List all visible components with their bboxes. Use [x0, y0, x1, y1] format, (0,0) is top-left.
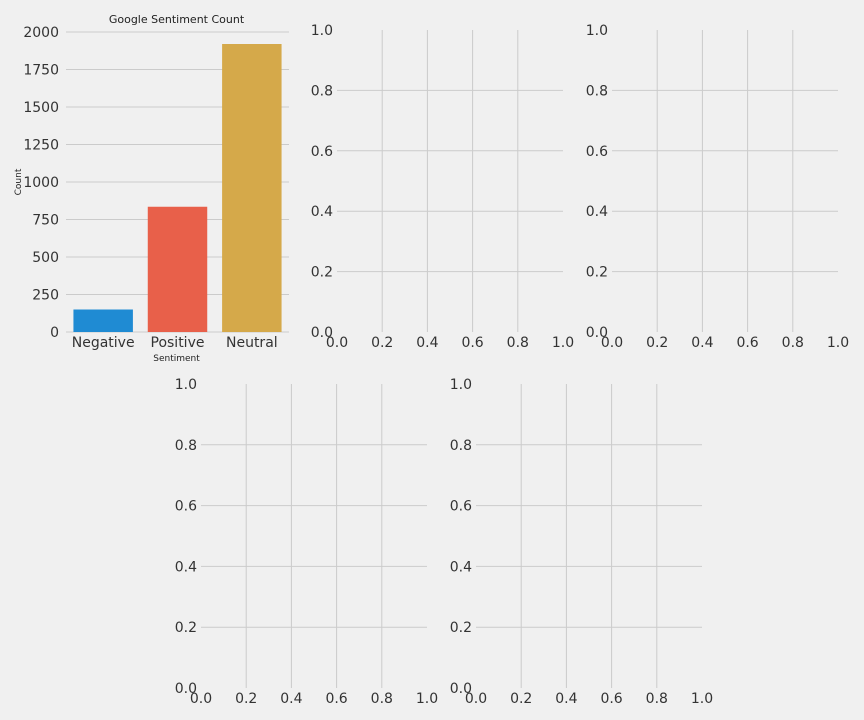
y-tick-label: 1500: [23, 100, 59, 116]
x-tick-label: 0.6: [736, 335, 758, 351]
bar-positive: [147, 206, 208, 332]
x-tick-label: 0.6: [461, 335, 483, 351]
x-tick-label: 0.0: [601, 335, 623, 351]
x-axis-label: Sentiment: [153, 354, 200, 364]
y-tick-label: 1.0: [450, 377, 472, 393]
y-tick-label: 1750: [23, 63, 59, 79]
x-tick-label: 0.4: [691, 335, 713, 351]
y-tick-label: 0.8: [175, 438, 197, 454]
y-tick-label: 750: [32, 213, 59, 229]
y-tick-label: 0.6: [175, 499, 197, 515]
x-tick-label: 0.6: [325, 691, 347, 707]
x-tick-label: 1.0: [552, 335, 574, 351]
chart-panel-1: 0 250 500 750 1000 1250 1500 1750 2000 Negative Po…: [14, 13, 289, 364]
y-tick-label: 0.0: [311, 325, 333, 341]
chart-panel-3: 0.0 0.2 0.4 0.6 0.8 1.0 0.0 0.2 0.4 0.6 0.8 1.0: [586, 23, 849, 351]
y-tick-label: 500: [32, 250, 59, 266]
y-tick-label: 0.2: [586, 265, 608, 281]
x-tick-label: 0.8: [646, 691, 668, 707]
y-tick-label: 250: [32, 288, 59, 304]
x-tick-label: 0.2: [646, 335, 668, 351]
y-tick-label: 0.4: [175, 559, 197, 575]
x-tick-label: 0.4: [555, 691, 577, 707]
y-axis-label: Count: [14, 168, 24, 195]
chart-panel-4: 0.0 0.2 0.4 0.6 0.8 1.0 0.0 0.2 0.4 0.6 0.8 1.0: [175, 377, 438, 707]
y-tick-label: 0.8: [586, 83, 608, 99]
x-tick-label: 0.8: [507, 335, 529, 351]
y-tick-label: 0.6: [311, 144, 333, 160]
y-tick-label: 0.6: [450, 499, 472, 515]
x-tick-label: 0.6: [600, 691, 622, 707]
y-tick-label: 1.0: [311, 23, 333, 39]
x-tick-label: 0.0: [190, 691, 212, 707]
y-tick-label: 0: [50, 325, 59, 341]
bar-negative: [73, 309, 133, 332]
y-tick-label: 0.0: [175, 681, 197, 697]
bar-neutral: [222, 44, 282, 332]
x-tick-label: Negative: [72, 335, 135, 351]
x-tick-label: Positive: [151, 335, 205, 351]
x-tick-label: 0.2: [510, 691, 532, 707]
y-tick-label: 0.2: [175, 620, 197, 636]
x-tick-label: 1.0: [691, 691, 713, 707]
y-tick-label: 0.0: [586, 325, 608, 341]
y-tick-label: 1.0: [586, 23, 608, 39]
y-tick-label: 0.4: [586, 204, 608, 220]
y-tick-label: 0.4: [450, 559, 472, 575]
x-tick-label: 0.4: [280, 691, 302, 707]
y-tick-label: 0.8: [311, 83, 333, 99]
x-tick-label: 0.2: [371, 335, 393, 351]
x-tick-label: 0.8: [782, 335, 804, 351]
x-tick-label: 0.8: [371, 691, 393, 707]
y-tick-label: 0.6: [586, 144, 608, 160]
y-tick-label: 0.2: [450, 620, 472, 636]
x-tick-label: Neutral: [226, 335, 278, 351]
x-tick-label: 0.0: [465, 691, 487, 707]
x-tick-label: 0.0: [326, 335, 348, 351]
x-tick-label: 1.0: [827, 335, 849, 351]
x-tick-label: 0.2: [235, 691, 257, 707]
chart-title: Google Sentiment Count: [109, 13, 245, 26]
x-tick-label: 0.4: [416, 335, 438, 351]
chart-panel-5: 0.0 0.2 0.4 0.6 0.8 1.0 0.0 0.2 0.4 0.6 0.8 1.0: [450, 377, 713, 707]
y-tick-label: 1.0: [175, 377, 197, 393]
x-tick-label: 1.0: [416, 691, 438, 707]
y-tick-label: 1000: [23, 175, 59, 191]
y-tick-label: 2000: [23, 25, 59, 41]
chart-panel-2: 0.0 0.2 0.4 0.6 0.8 1.0 0.0 0.2 0.4 0.6 0.8 1.0: [311, 23, 574, 351]
y-tick-label: 0.4: [311, 204, 333, 220]
y-tick-label: 0.2: [311, 265, 333, 281]
y-tick-label: 0.8: [450, 438, 472, 454]
y-tick-label: 1250: [23, 138, 59, 154]
y-tick-label: 0.0: [450, 681, 472, 697]
